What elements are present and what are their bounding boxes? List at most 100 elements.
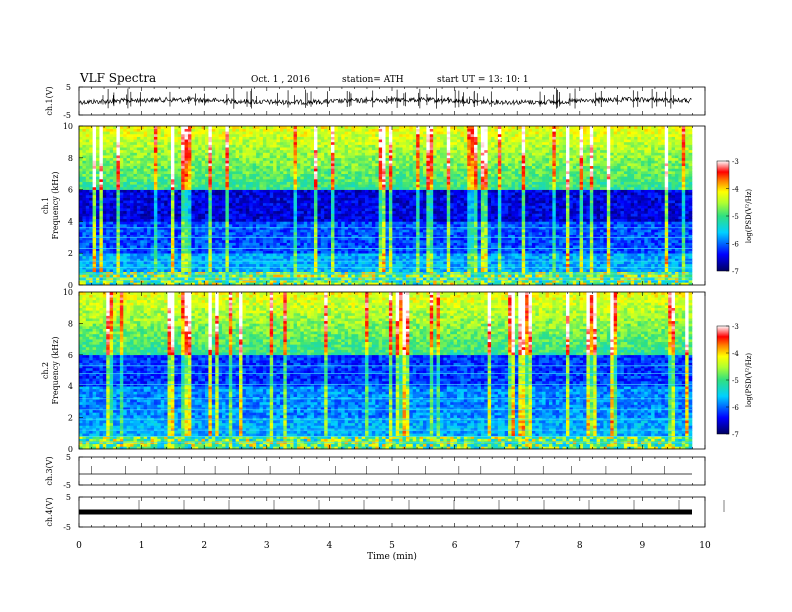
ch1-spectrogram-cell xyxy=(443,245,448,249)
ch1-spectrogram-cell xyxy=(542,277,546,280)
ch1-spectrogram-cell xyxy=(579,261,584,265)
ch1-spectrogram-cell xyxy=(99,226,104,230)
ch1-spectrogram-cell xyxy=(300,216,305,220)
ch1-spectrogram-cell xyxy=(548,224,553,227)
ch1-spectrogram-cell xyxy=(661,234,666,238)
ch1-spectrogram-cell xyxy=(283,234,288,238)
ch1-spectrogram-cell xyxy=(583,277,587,280)
ch1-spectrogram-cell xyxy=(538,221,543,225)
ch1-spectrogram-cell xyxy=(211,279,216,283)
ch1-spectrogram-cell xyxy=(392,271,397,275)
ch1-spectrogram-cell xyxy=(627,224,631,227)
ch1-spectrogram-cell xyxy=(228,229,233,233)
ch1-spectrogram-cell xyxy=(617,245,621,249)
ch1-spectrogram-cell xyxy=(562,279,567,283)
ch1-spectrogram-cell xyxy=(494,232,499,235)
ch1-spectrogram-cell xyxy=(463,218,468,222)
ch1-spectrogram-cell xyxy=(439,213,444,217)
ch1-spectrogram-cell xyxy=(239,277,243,280)
ch1-spectrogram-cell xyxy=(453,274,458,278)
ch1-spectrogram-cell xyxy=(133,263,138,267)
ch1-spectrogram-cell xyxy=(170,229,175,233)
ch1-spectrogram-cell xyxy=(589,229,594,233)
ch1-spectrogram-cell xyxy=(457,255,461,259)
ch1-spectrogram-cell xyxy=(514,213,519,217)
ch1-spectrogram-cell xyxy=(245,221,250,225)
ch1-spectrogram-cell xyxy=(235,261,240,265)
ch1-spectrogram-cell xyxy=(480,229,485,233)
ch1-spectrogram-cell xyxy=(334,245,339,249)
ch1-spectrogram-cell xyxy=(422,239,427,243)
ch1-spectrogram-cell xyxy=(661,274,666,278)
ch1-spectrogram-cell xyxy=(157,234,162,238)
ch1-spectrogram-cell xyxy=(341,221,345,225)
ch1-spectrogram-cell xyxy=(273,271,277,275)
ch1-spectrogram-cell xyxy=(256,266,260,270)
ch1-spectrogram-cell xyxy=(208,282,213,286)
ch1-spectrogram-cell xyxy=(252,245,257,249)
ch1-spectrogram-cell xyxy=(620,234,625,238)
ch1-spectrogram-cell xyxy=(99,224,104,227)
ch1-spectrogram-cell xyxy=(623,274,628,278)
ch1-spectrogram-cell xyxy=(358,213,362,217)
ch1-spectrogram-cell xyxy=(228,269,233,273)
ch1-spectrogram-cell xyxy=(470,266,475,270)
ch1-spectrogram-cell xyxy=(586,263,591,267)
ch1-spectrogram-cell xyxy=(552,274,557,278)
ch1-spectrogram-cell xyxy=(392,282,397,286)
ch1-spectrogram-cell xyxy=(470,245,475,249)
ch1-spectrogram-cell xyxy=(565,221,570,225)
ch1-spectrogram-cell xyxy=(644,232,649,235)
ch1-spectrogram-cell xyxy=(531,271,536,275)
ch1-spectrogram-cell xyxy=(606,271,611,275)
ch1-spectrogram-cell xyxy=(630,279,635,283)
ch1-spectrogram-cell xyxy=(218,274,223,278)
ch1-spectrogram-cell xyxy=(378,277,383,280)
ch1-spectrogram-cell xyxy=(613,232,618,235)
ch1-spectrogram-cell xyxy=(249,218,253,222)
ch1-spectrogram-cell xyxy=(222,263,226,267)
ch1-spectrogram-cell xyxy=(419,277,424,280)
ch1-spectrogram-cell xyxy=(395,216,400,220)
ch1-spectrogram-cell xyxy=(283,261,288,265)
ch1-spectrogram-cell xyxy=(501,242,505,246)
ch1-spectrogram-cell xyxy=(140,232,145,235)
ch1-spectrogram-cell xyxy=(627,250,631,254)
ch1-spectrogram-cell xyxy=(542,232,546,235)
ch1-spectrogram-cell xyxy=(324,229,328,233)
ch1-spectrogram-cell xyxy=(402,261,407,265)
ch1-spectrogram-cell xyxy=(623,239,628,243)
ch1-spectrogram-cell xyxy=(130,237,134,241)
ch1-spectrogram-cell xyxy=(205,266,209,270)
ch1-spectrogram-cell xyxy=(293,274,298,278)
ch1-spectrogram-cell xyxy=(491,242,495,246)
ch1-spectrogram-cell xyxy=(300,269,305,273)
ch1-spectrogram-cell xyxy=(113,269,117,273)
ch1-spectrogram-cell xyxy=(201,277,206,280)
ch1-spectrogram-cell xyxy=(123,242,127,246)
ch1-spectrogram-cell xyxy=(150,247,155,251)
ch1-spectrogram-cell xyxy=(484,226,488,230)
ch1-spectrogram-cell xyxy=(385,229,390,233)
ch1-spectrogram-cell xyxy=(164,282,168,286)
ch1-spectrogram-cell xyxy=(518,232,523,235)
ch1-spectrogram-cell xyxy=(351,261,356,265)
ch1-spectrogram-cell xyxy=(422,226,427,230)
ch1-spectrogram-cell xyxy=(685,234,689,238)
ch1-spectrogram-cell xyxy=(218,245,223,249)
ch1-spectrogram-cell xyxy=(109,239,114,243)
ch1-spectrogram-cell xyxy=(375,242,379,246)
ch1-spectrogram-cell xyxy=(576,234,580,238)
ch1-spectrogram-cell xyxy=(361,274,366,278)
ch1-spectrogram-cell xyxy=(562,261,567,265)
ch1-spectrogram-cell xyxy=(559,226,563,230)
ch1-spectrogram-cell xyxy=(143,218,148,222)
ch1-spectrogram-cell xyxy=(313,218,318,222)
ch1-spectrogram-cell xyxy=(572,245,577,249)
ch1-spectrogram-cell xyxy=(620,279,625,283)
ch1-spectrogram-cell xyxy=(130,266,134,270)
ch1-spectrogram-cell xyxy=(85,247,90,251)
ch1-spectrogram-cell xyxy=(542,261,546,265)
ch1-spectrogram-cell xyxy=(664,245,669,249)
ch1-spectrogram-cell xyxy=(290,250,294,254)
